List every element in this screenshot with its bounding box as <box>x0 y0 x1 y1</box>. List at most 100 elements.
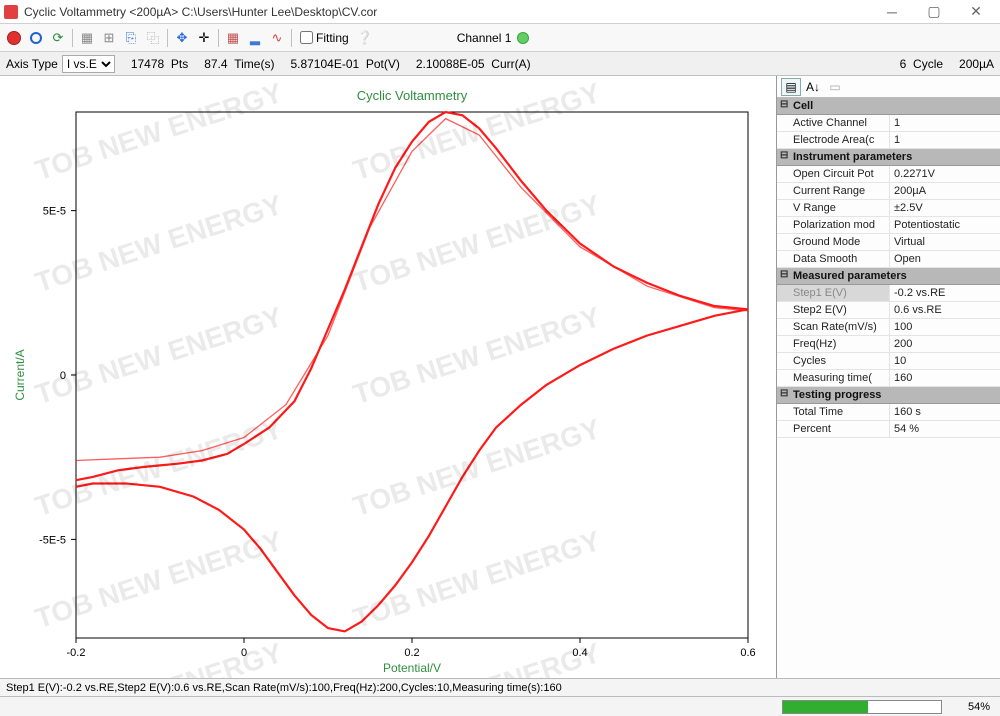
progress-fill <box>783 701 868 713</box>
toolbar-separator <box>72 29 73 47</box>
prop-key: Percent <box>777 421 889 437</box>
prop-group-header[interactable]: Measured parameters <box>777 268 1000 285</box>
prop-value[interactable]: 1 <box>889 132 1000 148</box>
prop-value[interactable]: 200 <box>889 336 1000 352</box>
maximize-button[interactable]: ▢ <box>914 2 954 22</box>
prop-row[interactable]: Freq(Hz)200 <box>777 336 1000 353</box>
prop-sort-az-button[interactable]: A↓ <box>803 78 823 96</box>
prop-group-header[interactable]: Testing progress <box>777 387 1000 404</box>
chart-button[interactable]: ▂ <box>245 28 265 48</box>
prop-value[interactable]: -0.2 vs.RE <box>889 285 1000 301</box>
prop-value[interactable]: 54 % <box>889 421 1000 437</box>
window-titlebar: Cyclic Voltammetry <200µA> C:\Users\Hunt… <box>0 0 1000 24</box>
svg-text:0.4: 0.4 <box>572 647 587 659</box>
svg-text:Potential/V: Potential/V <box>383 661 441 675</box>
prop-value[interactable]: 1 <box>889 115 1000 131</box>
prop-row[interactable]: Current Range200µA <box>777 183 1000 200</box>
prop-value[interactable]: 0.6 vs.RE <box>889 302 1000 318</box>
prop-value[interactable]: 200µA <box>889 183 1000 199</box>
prop-key: Step2 E(V) <box>777 302 889 318</box>
prop-row[interactable]: Step2 E(V)0.6 vs.RE <box>777 302 1000 319</box>
svg-text:Current/A: Current/A <box>13 349 27 400</box>
cv-chart[interactable]: Cyclic Voltammetry-0.200.20.40.6-5E-505E… <box>6 84 764 678</box>
main-toolbar: ⟳ ▦ ⊞ ⎘ ⿻ ✥ ✛ ▦ ▂ ∿ Fitting ❔ Channel 1 <box>0 24 1000 52</box>
chart-pane[interactable]: Cyclic Voltammetry-0.200.20.40.6-5E-505E… <box>0 76 776 678</box>
axis-type-label: Axis Type <box>6 57 58 71</box>
channel-status-icon <box>517 32 529 44</box>
move-button[interactable]: ✥ <box>172 28 192 48</box>
copy-button[interactable]: ⿻ <box>143 28 163 48</box>
circle-blue-button[interactable] <box>26 28 46 48</box>
fitting-checkbox-input[interactable] <box>300 31 313 44</box>
prop-row[interactable]: Polarization modPotentiostatic <box>777 217 1000 234</box>
close-button[interactable]: ✕ <box>956 2 996 22</box>
svg-text:0.6: 0.6 <box>740 647 755 659</box>
toolbar-separator <box>218 29 219 47</box>
prop-key: Open Circuit Pot <box>777 166 889 182</box>
status-progress-bar: 54% <box>0 696 1000 716</box>
axis-type-selector[interactable]: Axis Type I vs.E <box>6 55 115 73</box>
svg-text:-5E-5: -5E-5 <box>39 534 66 546</box>
prop-row[interactable]: Active Channel1 <box>777 115 1000 132</box>
window-title: Cyclic Voltammetry <200µA> C:\Users\Hunt… <box>24 5 872 19</box>
prop-row[interactable]: Step1 E(V)-0.2 vs.RE <box>777 285 1000 302</box>
prop-row[interactable]: Scan Rate(mV/s)100 <box>777 319 1000 336</box>
prop-value[interactable]: 160 <box>889 370 1000 386</box>
properties-body[interactable]: CellActive Channel1Electrode Area(c1Inst… <box>777 98 1000 678</box>
channel-indicator: Channel 1 <box>457 31 530 45</box>
prop-key: Data Smooth <box>777 251 889 267</box>
wave-button[interactable]: ∿ <box>267 28 287 48</box>
curra-readout: 2.10088E-05 Curr(A) <box>416 57 531 71</box>
pts-readout: 17478 Pts <box>131 57 188 71</box>
prop-value[interactable]: Open <box>889 251 1000 267</box>
prop-key: V Range <box>777 200 889 216</box>
export-button[interactable]: ⎘ <box>121 28 141 48</box>
prop-key: Active Channel <box>777 115 889 131</box>
fitting-checkbox[interactable]: Fitting <box>300 31 349 45</box>
prop-row[interactable]: Total Time160 s <box>777 404 1000 421</box>
prop-value[interactable]: 100 <box>889 319 1000 335</box>
properties-toolbar: ▤ A↓ ▭ <box>777 76 1000 98</box>
doc-button[interactable]: ▦ <box>77 28 97 48</box>
prop-key: Measuring time( <box>777 370 889 386</box>
prop-row[interactable]: Electrode Area(c1 <box>777 132 1000 149</box>
prop-sort-cat-button[interactable]: ▤ <box>781 78 801 96</box>
svg-text:-0.2: -0.2 <box>67 647 86 659</box>
prop-value[interactable]: 0.2271V <box>889 166 1000 182</box>
minimize-button[interactable]: ─ <box>872 2 912 22</box>
prop-value[interactable]: ±2.5V <box>889 200 1000 216</box>
table-button[interactable]: ⊞ <box>99 28 119 48</box>
grid-button[interactable]: ▦ <box>223 28 243 48</box>
prop-row[interactable]: Measuring time(160 <box>777 370 1000 387</box>
prop-key: Total Time <box>777 404 889 420</box>
prop-row[interactable]: Data SmoothOpen <box>777 251 1000 268</box>
prop-value[interactable]: Virtual <box>889 234 1000 250</box>
prop-row[interactable]: Percent54 % <box>777 421 1000 438</box>
prop-group-header[interactable]: Instrument parameters <box>777 149 1000 166</box>
properties-panel: ▤ A↓ ▭ CellActive Channel1Electrode Area… <box>776 76 1000 678</box>
prop-value[interactable]: 160 s <box>889 404 1000 420</box>
progress-bar <box>782 700 942 714</box>
prop-row[interactable]: Cycles10 <box>777 353 1000 370</box>
progress-percent: 54% <box>946 701 996 713</box>
stop-button[interactable] <box>4 28 24 48</box>
prop-group-header[interactable]: Cell <box>777 98 1000 115</box>
status-line: Step1 E(V):-0.2 vs.RE,Step2 E(V):0.6 vs.… <box>0 678 1000 696</box>
channel-label-text: Channel 1 <box>457 31 512 45</box>
refresh-button[interactable]: ⟳ <box>48 28 68 48</box>
prop-key: Current Range <box>777 183 889 199</box>
prop-value[interactable]: 10 <box>889 353 1000 369</box>
prop-row[interactable]: V Range±2.5V <box>777 200 1000 217</box>
crosshair-button[interactable]: ✛ <box>194 28 214 48</box>
window-controls: ─ ▢ ✕ <box>872 2 996 22</box>
prop-row[interactable]: Ground ModeVirtual <box>777 234 1000 251</box>
svg-text:0: 0 <box>60 370 66 382</box>
prop-pages-button[interactable]: ▭ <box>825 78 845 96</box>
axis-type-select[interactable]: I vs.E <box>62 55 115 73</box>
help-button[interactable]: ❔ <box>355 28 375 48</box>
app-icon <box>4 5 18 19</box>
times-readout: 87.4 Time(s) <box>204 57 274 71</box>
prop-row[interactable]: Open Circuit Pot0.2271V <box>777 166 1000 183</box>
potv-readout: 5.87104E-01 Pot(V) <box>290 57 399 71</box>
prop-value[interactable]: Potentiostatic <box>889 217 1000 233</box>
